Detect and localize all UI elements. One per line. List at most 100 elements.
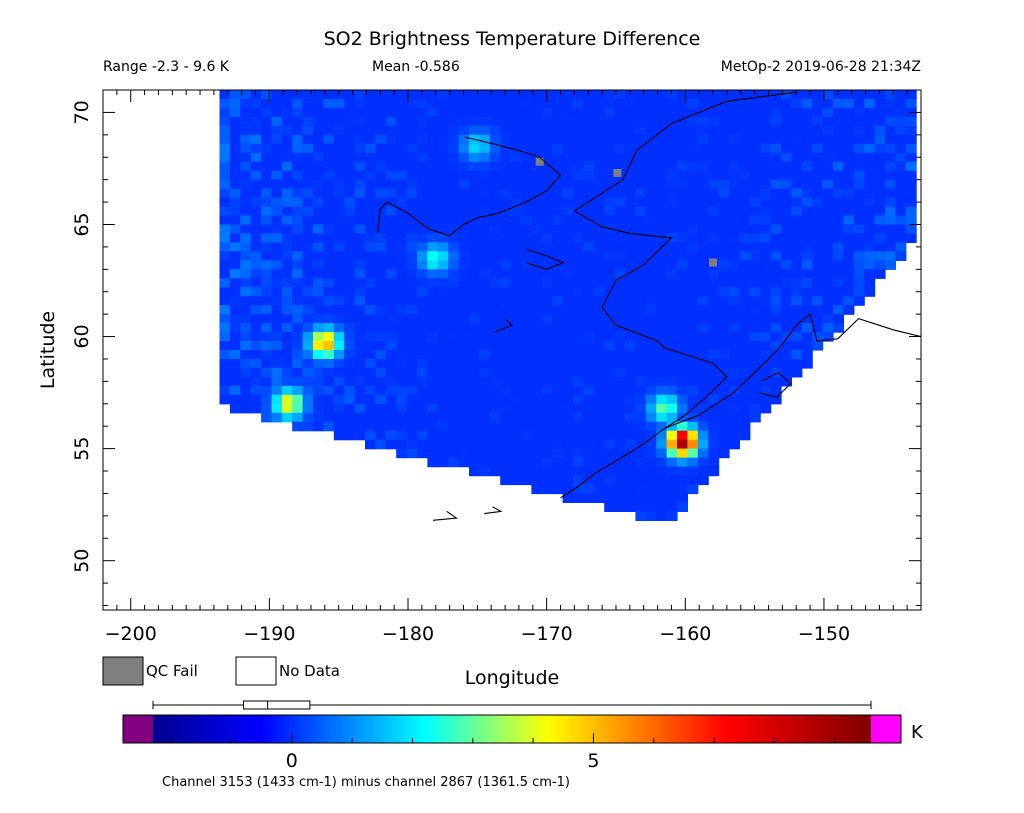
swath-cell	[489, 152, 501, 163]
y-tick-label: 50	[71, 549, 93, 573]
swath-cell	[583, 394, 595, 405]
swath-cell	[905, 224, 917, 235]
swath-cell	[250, 170, 262, 181]
swath-cell	[323, 403, 335, 414]
swath-cell	[666, 511, 678, 521]
swath-cell	[292, 296, 304, 306]
swath-cell	[552, 314, 564, 324]
swath-cell	[666, 484, 678, 495]
swath-cell	[500, 233, 512, 243]
swath-cell	[625, 332, 636, 342]
swath-cell	[749, 359, 761, 369]
swath-cell	[489, 332, 501, 342]
swath-cell	[573, 125, 584, 136]
swath-cell	[261, 224, 273, 235]
swath-cell	[801, 323, 813, 333]
swath-cell	[344, 376, 356, 387]
swath-cell	[271, 394, 283, 405]
swath-cell	[635, 359, 647, 369]
swath-cell	[396, 242, 408, 252]
swath-cell	[229, 350, 241, 360]
swath-cell	[770, 125, 782, 136]
swath-cell	[729, 251, 740, 261]
swath-cell	[687, 278, 699, 288]
swath-cell	[583, 385, 595, 396]
swath-cell	[718, 206, 730, 217]
swath-cell	[625, 170, 636, 181]
swath-cell	[489, 359, 501, 369]
swath-cell	[593, 484, 605, 495]
swath-cell	[583, 430, 595, 441]
swath-cell	[801, 107, 813, 118]
swath-cell	[562, 394, 574, 405]
swath-cell	[905, 143, 917, 154]
swath-cell	[354, 170, 366, 181]
swath-cell	[396, 179, 408, 190]
swath-cell	[562, 269, 574, 279]
swath-cell	[749, 125, 761, 136]
swath-cell	[521, 125, 532, 136]
swath-cell	[333, 323, 345, 333]
swath-cell	[770, 224, 782, 235]
swath-cell	[760, 197, 772, 208]
swath-cell	[281, 403, 293, 414]
swath-cell	[406, 107, 418, 118]
swath-cell	[229, 143, 241, 154]
swath-cell	[313, 341, 324, 351]
swath-cell	[635, 439, 647, 450]
swath-cell	[292, 269, 304, 279]
swath-cell	[479, 323, 491, 333]
swath-cell	[354, 188, 366, 199]
swath-cell	[749, 296, 761, 306]
swath-cell	[375, 233, 387, 243]
swath-cell	[344, 90, 356, 100]
swath-cell	[708, 134, 720, 145]
swath-cell	[437, 90, 449, 100]
swath-cell	[625, 125, 636, 136]
swath-cell	[822, 134, 834, 145]
swath-cell	[781, 323, 792, 333]
swath-cell	[552, 421, 564, 432]
swath-cell	[500, 161, 512, 172]
swath-cell	[687, 394, 699, 405]
swath-cell	[645, 188, 657, 199]
swath-cell	[313, 152, 324, 163]
swath-cell	[406, 412, 418, 423]
swath-cell	[437, 287, 449, 297]
swath-cell	[781, 116, 792, 127]
swath-cell	[833, 188, 844, 199]
swath-cell	[708, 278, 720, 288]
swath-cell	[781, 314, 792, 324]
swath-cell	[749, 224, 761, 235]
swath-cell	[500, 99, 512, 109]
swath-cell	[625, 251, 636, 261]
swath-cell	[469, 206, 480, 217]
swath-cell	[313, 188, 324, 199]
swath-cell	[261, 287, 273, 297]
swath-cell	[271, 143, 283, 154]
qc-fail-pixel	[613, 168, 622, 177]
swath-cell	[261, 385, 273, 396]
swath-cell	[791, 99, 803, 109]
swath-cell	[344, 125, 356, 136]
swath-cell	[313, 269, 324, 279]
swath-cell	[500, 260, 512, 270]
swath-cell	[801, 296, 813, 306]
swath-cell	[240, 179, 252, 190]
swath-cell	[261, 197, 273, 208]
swath-cell	[677, 385, 688, 396]
swath-cell	[697, 161, 709, 172]
swath-cell	[365, 367, 376, 378]
swath-cell	[905, 170, 917, 181]
swath-cell	[500, 475, 512, 486]
swath-cell	[843, 188, 855, 199]
swath-cell	[843, 242, 855, 252]
swath-cell	[458, 314, 470, 324]
swath-cell	[469, 161, 480, 172]
swath-cell	[781, 332, 792, 342]
swath-cell	[593, 448, 605, 459]
swath-cell	[271, 332, 283, 342]
swath-cell	[385, 287, 397, 297]
swath-cell	[406, 206, 418, 217]
swath-cell	[417, 116, 428, 127]
